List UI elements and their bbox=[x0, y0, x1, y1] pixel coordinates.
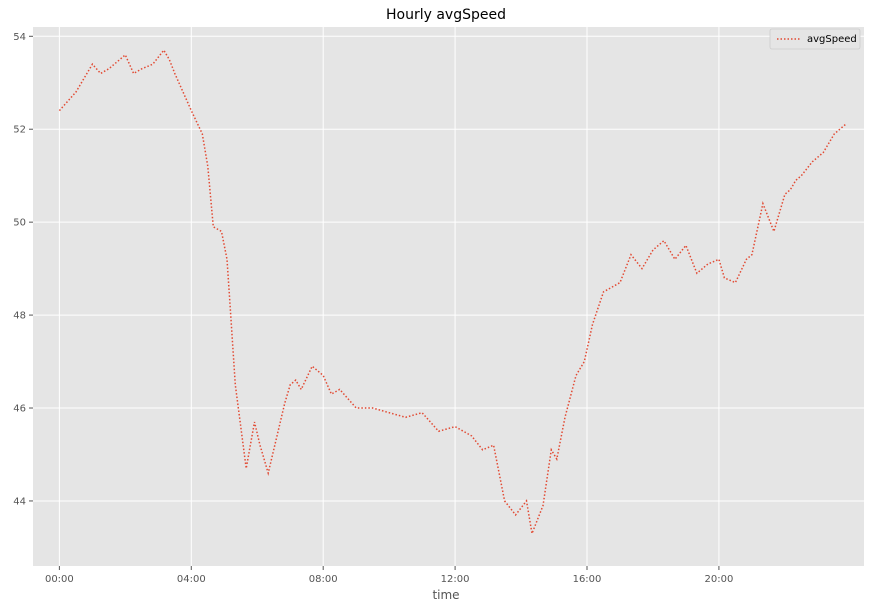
plot-area bbox=[33, 27, 864, 566]
x-tick-label: 08:00 bbox=[309, 574, 338, 585]
chart-title: Hourly avgSpeed bbox=[386, 7, 506, 23]
y-tick-label: 50 bbox=[13, 218, 26, 229]
x-tick-label: 16:00 bbox=[573, 574, 602, 585]
x-tick-label: 04:00 bbox=[177, 574, 206, 585]
legend-label-avgSpeed: avgSpeed bbox=[807, 34, 857, 45]
y-tick-label: 44 bbox=[13, 496, 26, 507]
series-line-avgSpeed bbox=[58, 48, 846, 537]
y-tick-label: 48 bbox=[13, 311, 26, 322]
legend: avgSpeed bbox=[769, 28, 861, 50]
x-tick-label: 20:00 bbox=[704, 574, 733, 585]
y-axis-ticks: 44 46 48 50 52 54 bbox=[13, 32, 33, 507]
x-axis-label: time bbox=[432, 588, 459, 602]
x-tick-label: 00:00 bbox=[45, 574, 74, 585]
x-tick-label: 12:00 bbox=[441, 574, 470, 585]
y-tick-label: 54 bbox=[13, 32, 26, 43]
series-layer bbox=[58, 48, 846, 537]
y-tick-label: 46 bbox=[13, 404, 26, 415]
grid-lines bbox=[33, 27, 864, 566]
y-tick-label: 52 bbox=[13, 125, 26, 136]
x-axis-ticks: 00:00 04:00 08:00 12:00 16:00 20:00 bbox=[45, 566, 733, 585]
